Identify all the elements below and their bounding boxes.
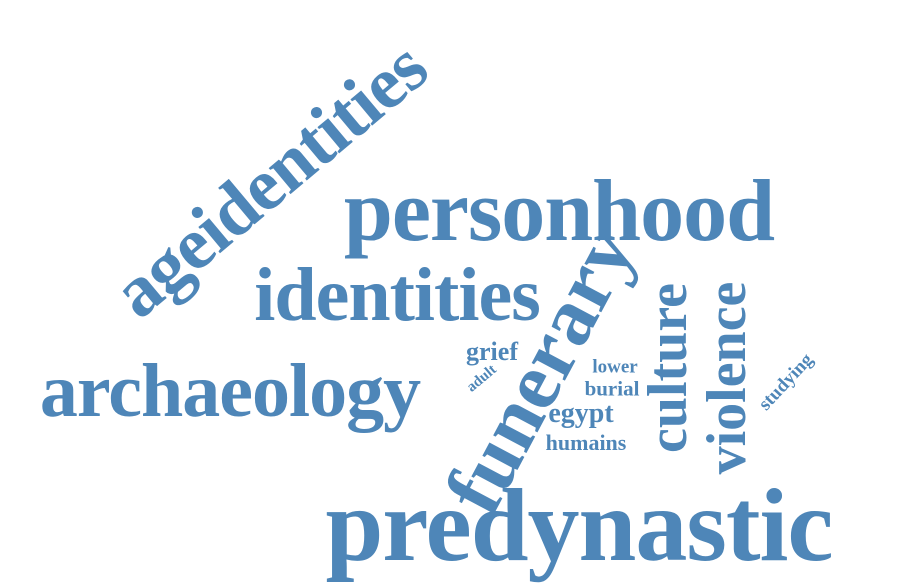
word-burial: burial — [584, 376, 640, 401]
word-culture: culture — [637, 282, 699, 454]
word-identities: identities — [254, 253, 541, 337]
word-lower: lower — [592, 356, 638, 378]
word-humains: humains — [545, 430, 627, 455]
word-studying: studying — [754, 349, 818, 415]
word-grief: grief — [466, 337, 518, 366]
word-egypt: egypt — [548, 398, 614, 429]
word-predynastic: predynastic — [325, 468, 833, 583]
word-personhood: personhood — [343, 163, 775, 260]
word-violence: violence — [696, 281, 758, 475]
word-archaeology: archaeology — [39, 349, 421, 433]
